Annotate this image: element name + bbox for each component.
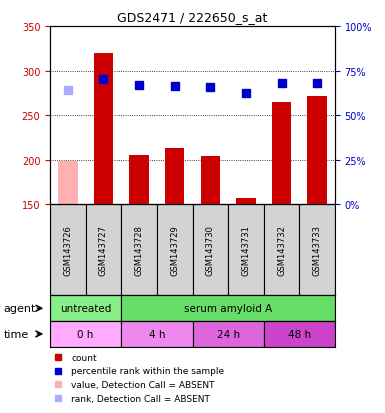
Bar: [94, 54, 113, 205]
Bar: [157, 205, 192, 296]
Bar: [50, 321, 121, 347]
Bar: [307, 97, 327, 205]
Bar: [192, 205, 228, 296]
Text: GSM143727: GSM143727: [99, 225, 108, 275]
Text: serum amyloid A: serum amyloid A: [184, 304, 272, 313]
Bar: [264, 205, 300, 296]
Text: untreated: untreated: [60, 304, 111, 313]
Text: 0 h: 0 h: [77, 329, 94, 339]
Title: GDS2471 / 222650_s_at: GDS2471 / 222650_s_at: [117, 11, 268, 24]
Bar: [121, 205, 157, 296]
Text: GSM143733: GSM143733: [313, 225, 321, 276]
Bar: [272, 102, 291, 205]
Bar: [228, 205, 264, 296]
Bar: [192, 321, 264, 347]
Bar: [165, 149, 184, 205]
Text: agent: agent: [4, 304, 36, 313]
Text: 24 h: 24 h: [216, 329, 240, 339]
Text: count: count: [71, 353, 97, 362]
Text: percentile rank within the sample: percentile rank within the sample: [71, 366, 224, 375]
Bar: [50, 296, 121, 321]
Bar: [121, 321, 192, 347]
Text: value, Detection Call = ABSENT: value, Detection Call = ABSENT: [71, 380, 215, 389]
Text: GSM143730: GSM143730: [206, 225, 215, 275]
Bar: [85, 205, 121, 296]
Text: GSM143728: GSM143728: [135, 225, 144, 275]
Bar: [58, 161, 78, 205]
Bar: [129, 156, 149, 205]
Text: GSM143726: GSM143726: [64, 225, 72, 275]
Bar: [201, 157, 220, 205]
Bar: [50, 205, 85, 296]
Text: 48 h: 48 h: [288, 329, 311, 339]
Text: GSM143731: GSM143731: [241, 225, 250, 275]
Text: 4 h: 4 h: [149, 329, 165, 339]
Bar: [264, 321, 335, 347]
Text: GSM143732: GSM143732: [277, 225, 286, 275]
Text: rank, Detection Call = ABSENT: rank, Detection Call = ABSENT: [71, 394, 210, 403]
Text: GSM143729: GSM143729: [170, 225, 179, 275]
Text: time: time: [4, 329, 29, 339]
Bar: [121, 296, 335, 321]
Bar: [236, 199, 256, 205]
Bar: [300, 205, 335, 296]
